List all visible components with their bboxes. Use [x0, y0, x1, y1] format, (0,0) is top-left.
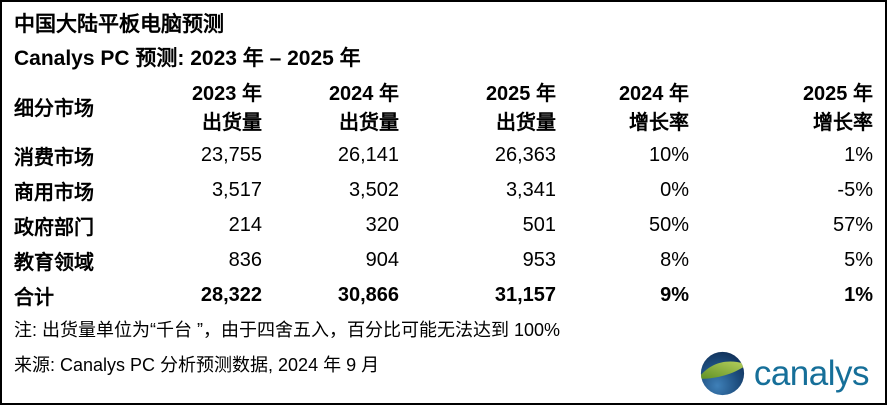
column-header-2024-shipments: 2024 年 出货量	[328, 83, 399, 134]
column-header-segment: 细分市场	[14, 97, 94, 120]
page-subtitle: Canalys PC 预测: 2023 年 – 2025 年	[14, 47, 361, 70]
footnote: 注: 出货量单位为“千台 ”，由于四舍五入，百分比可能无法达到 100%	[14, 320, 561, 340]
table-row-government: 政府部门 214 320 501 50% 57%	[14, 214, 873, 239]
page-title: 中国大陆平板电脑预测	[14, 13, 224, 36]
table-body: 消费市场 23,755 26,141 26,363 10% 1% 商用市场 3,…	[14, 138, 873, 313]
table-row-consumer: 消费市场 23,755 26,141 26,363 10% 1%	[14, 144, 873, 169]
canalys-wordmark: canalys	[753, 354, 870, 393]
table-row-commercial: 商用市场 3,517 3,502 3,341 0% -5%	[14, 179, 873, 204]
column-header-2025-shipments: 2025 年 出货量	[485, 83, 556, 134]
column-header-2025-growth: 2025 年 增长率	[802, 83, 873, 134]
header-row: 细分市场 2023 年 出货量 2024 年 出货量 2025 年 出货量 20…	[14, 80, 873, 138]
column-header-2023-shipments: 2023 年 出货量	[191, 83, 262, 134]
table-row-total: 合计 28,322 30,866 31,157 9% 1%	[14, 284, 873, 309]
canalys-globe-icon	[700, 351, 744, 396]
source-note: 来源: Canalys PC 分析预测数据, 2024 年 9 月	[14, 355, 380, 375]
table-header: 细分市场 2023 年 出货量 2024 年 出货量 2025 年 出货量 20…	[14, 80, 873, 138]
column-header-2024-growth: 2024 年 增长率	[618, 83, 689, 134]
table-row-education: 教育领域 836 904 953 8% 5%	[14, 249, 873, 274]
canalys-logo: canalys	[700, 351, 870, 396]
forecast-table: 细分市场 2023 年 出货量 2024 年 出货量 2025 年 出货量 20…	[14, 80, 873, 313]
